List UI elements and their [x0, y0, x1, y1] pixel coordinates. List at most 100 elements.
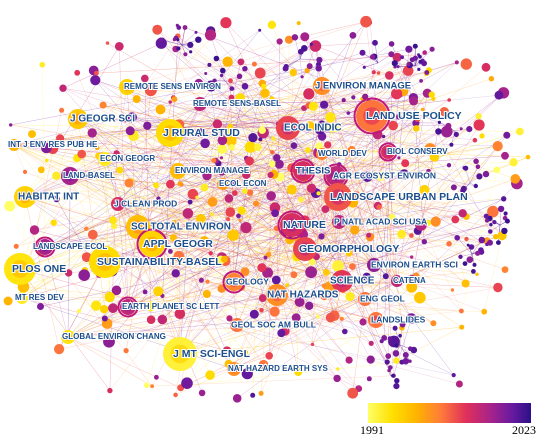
citation-edge: [131, 117, 336, 129]
citation-edge: [310, 206, 380, 273]
minor-node: [471, 269, 476, 274]
minor-node: [396, 114, 402, 120]
citation-edge: [108, 21, 367, 342]
journal-node[interactable]: [4, 253, 36, 285]
journal-node-core: [330, 189, 346, 205]
journal-node[interactable]: [117, 296, 139, 318]
minor-node: [376, 71, 381, 75]
journal-node[interactable]: [293, 237, 317, 261]
journal-node[interactable]: [98, 152, 112, 166]
minor-node: [208, 251, 213, 256]
journal-node[interactable]: [230, 318, 244, 332]
journal-node[interactable]: [34, 236, 56, 258]
citation-edge: [286, 58, 301, 67]
journal-node[interactable]: [16, 292, 28, 304]
minor-node: [449, 142, 454, 147]
journal-label: ENVIRON MANAGE: [175, 166, 250, 175]
minor-node: [155, 104, 166, 115]
journal-node[interactable]: [277, 210, 307, 240]
journal-node[interactable]: [89, 246, 121, 278]
journal-node[interactable]: [156, 119, 184, 147]
journal-node[interactable]: [358, 292, 372, 306]
citation-edge: [241, 171, 429, 288]
journal-node[interactable]: [61, 330, 75, 344]
minor-node: [174, 308, 186, 320]
minor-node: [226, 217, 231, 222]
journal-node[interactable]: [290, 158, 316, 184]
journal-node[interactable]: [193, 97, 207, 111]
minor-node: [290, 271, 298, 279]
minor-node: [458, 254, 463, 259]
citation-edge: [67, 178, 516, 338]
minor-node: [308, 258, 316, 266]
journal-node[interactable]: [266, 284, 288, 306]
journal-node[interactable]: [332, 215, 346, 229]
minor-node: [347, 387, 359, 399]
minor-node: [242, 188, 248, 194]
minor-node: [305, 147, 311, 153]
journal-node[interactable]: [170, 163, 186, 179]
journal-node[interactable]: [276, 116, 300, 140]
minor-node: [268, 160, 276, 168]
citation-edge: [373, 73, 427, 266]
citation-edge: [337, 118, 418, 198]
minor-node: [207, 62, 212, 67]
citation-edge: [184, 27, 449, 127]
journal-node-core: [131, 220, 145, 234]
journal-node[interactable]: [313, 77, 331, 95]
minor-node: [13, 243, 19, 249]
minor-node: [176, 38, 180, 42]
citation-edge: [34, 195, 293, 226]
minor-node: [401, 159, 410, 168]
minor-node: [176, 46, 181, 51]
journal-node[interactable]: [368, 312, 384, 328]
minor-node: [384, 359, 390, 365]
journal-node[interactable]: [8, 139, 20, 151]
journal-node[interactable]: [136, 228, 168, 260]
citation-edge: [19, 118, 79, 270]
journal-node[interactable]: [222, 270, 246, 294]
citation-edge: [125, 224, 293, 351]
citation-edge: [96, 54, 419, 74]
minor-node: [489, 223, 493, 227]
citation-edge: [254, 63, 373, 117]
minor-node: [224, 127, 234, 137]
journal-node[interactable]: [353, 97, 391, 135]
journal-node[interactable]: [68, 109, 88, 129]
journal-node[interactable]: [316, 148, 328, 160]
minor-node: [481, 62, 491, 72]
journal-node[interactable]: [14, 186, 36, 208]
citation-edge: [304, 156, 529, 250]
minor-node: [366, 355, 375, 364]
journal-node[interactable]: [331, 270, 353, 292]
journal-node-core: [40, 242, 50, 252]
journal-node[interactable]: [227, 362, 241, 376]
journal-node[interactable]: [111, 197, 125, 211]
citation-edge: [136, 218, 420, 298]
minor-node: [387, 336, 392, 341]
minor-node: [349, 32, 357, 39]
minor-node: [144, 84, 157, 97]
citation-edge: [127, 239, 290, 308]
journal-node[interactable]: [378, 142, 398, 162]
citation-edge: [133, 135, 517, 184]
journal-node[interactable]: [61, 167, 79, 185]
journal-node[interactable]: [391, 275, 403, 287]
minor-node: [362, 93, 369, 100]
citation-edge: [108, 221, 495, 342]
journal-node[interactable]: [217, 178, 229, 190]
minor-node: [212, 119, 223, 129]
citation-edge: [299, 58, 320, 61]
journal-node[interactable]: [163, 337, 197, 371]
journal-node[interactable]: [367, 258, 381, 272]
minor-node: [472, 137, 478, 143]
journal-node[interactable]: [119, 79, 135, 95]
citation-edge: [199, 103, 323, 137]
journal-node[interactable]: [324, 183, 352, 211]
minor-node: [447, 98, 452, 102]
minor-node: [217, 144, 228, 155]
minor-node: [244, 156, 254, 166]
minor-node: [399, 321, 406, 328]
citation-edge: [250, 147, 278, 296]
journal-node-core: [230, 365, 238, 373]
